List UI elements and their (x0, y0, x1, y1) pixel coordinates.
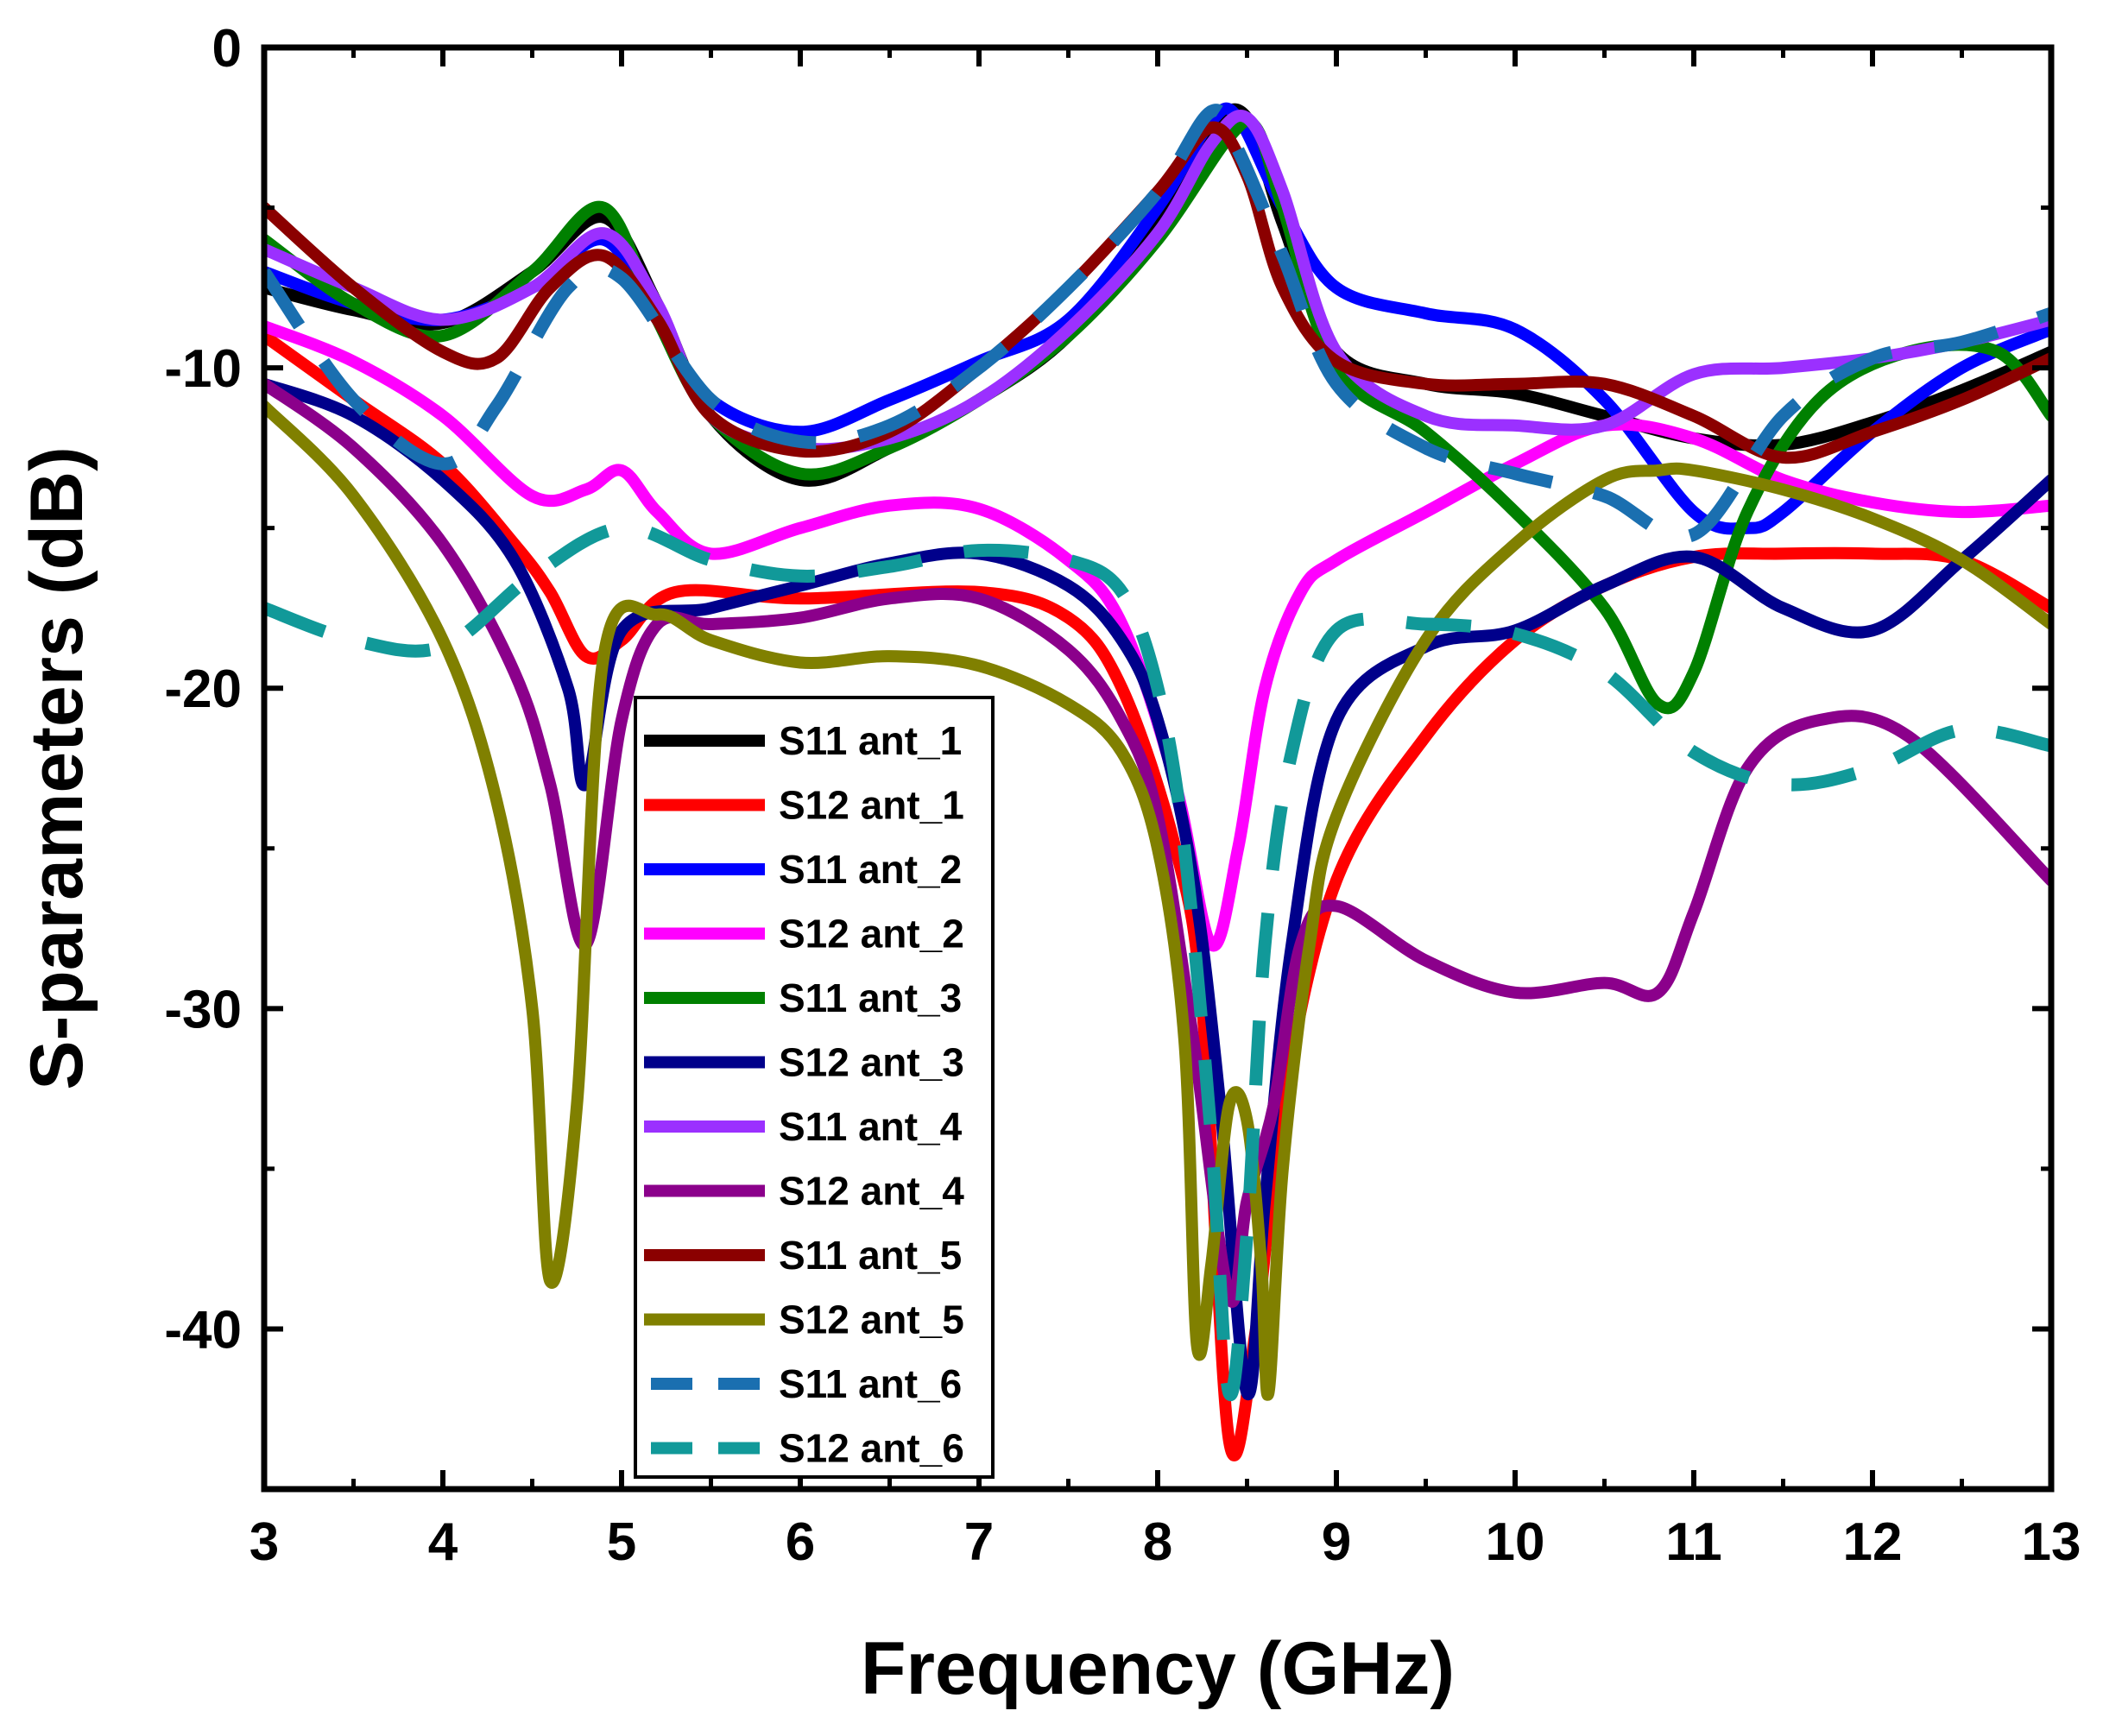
x-tick-label: 5 (607, 1512, 636, 1572)
legend: S11 ant_1 S12 ant_1 S11 ant_2 S12 ant_2 S11 … (634, 696, 995, 1479)
x-tick-label: 7 (964, 1512, 994, 1572)
series-line-s12-ant-3 (264, 377, 2051, 1401)
y-axis-ticks: 0 -10 -20 -30 -40 (164, 19, 2051, 1492)
legend-box (634, 696, 995, 1479)
legend-label: S11 ant_3 (779, 975, 962, 1020)
legend-label: S12 ant_4 (779, 1169, 964, 1214)
legend-label: S12 ant_2 (779, 912, 964, 956)
legend-label: S12 ant_5 (779, 1297, 964, 1342)
y-tick-label: -10 (164, 339, 242, 399)
legend-label: S11 ant_6 (779, 1361, 962, 1406)
x-tick-label: 11 (1665, 1512, 1722, 1572)
series-layer (264, 102, 2051, 1461)
x-axis-title: Frequency (GHz) (861, 1627, 1455, 1710)
legend-label: S11 ant_2 (779, 847, 962, 892)
series-line-s12-ant-5 (264, 400, 2051, 1401)
x-tick-label: 8 (1143, 1512, 1172, 1572)
y-tick-label: -30 (164, 980, 242, 1039)
legend-label: S11 ant_5 (779, 1233, 962, 1278)
x-tick-label: 3 (249, 1512, 279, 1572)
legend-label: S11 ant_4 (779, 1104, 963, 1149)
series-line-s11-ant-4 (264, 110, 2051, 456)
y-tick-label: -20 (164, 660, 242, 719)
y-tick-label: 0 (212, 19, 242, 79)
legend-label: S12 ant_6 (779, 1426, 964, 1471)
y-axis-title: S-parameters (dB) (16, 446, 98, 1090)
x-tick-label: 6 (786, 1512, 815, 1572)
legend-label: S11 ant_1 (779, 718, 962, 763)
x-tick-label: 13 (2022, 1512, 2081, 1572)
series-line-s12-ant-6 (264, 521, 2051, 1402)
x-tick-label: 9 (1322, 1512, 1351, 1572)
x-axis-ticks: 3 4 5 6 7 8 9 10 11 12 13 (249, 47, 2081, 1572)
x-tick-label: 12 (1843, 1512, 1903, 1572)
y-tick-label: -40 (164, 1300, 242, 1360)
legend-label: S12 ant_1 (779, 783, 964, 828)
x-tick-label: 4 (428, 1512, 458, 1572)
x-tick-label: 10 (1486, 1512, 1545, 1572)
legend-label: S12 ant_3 (779, 1040, 964, 1085)
series-line-s11-ant-6 (264, 104, 2051, 544)
